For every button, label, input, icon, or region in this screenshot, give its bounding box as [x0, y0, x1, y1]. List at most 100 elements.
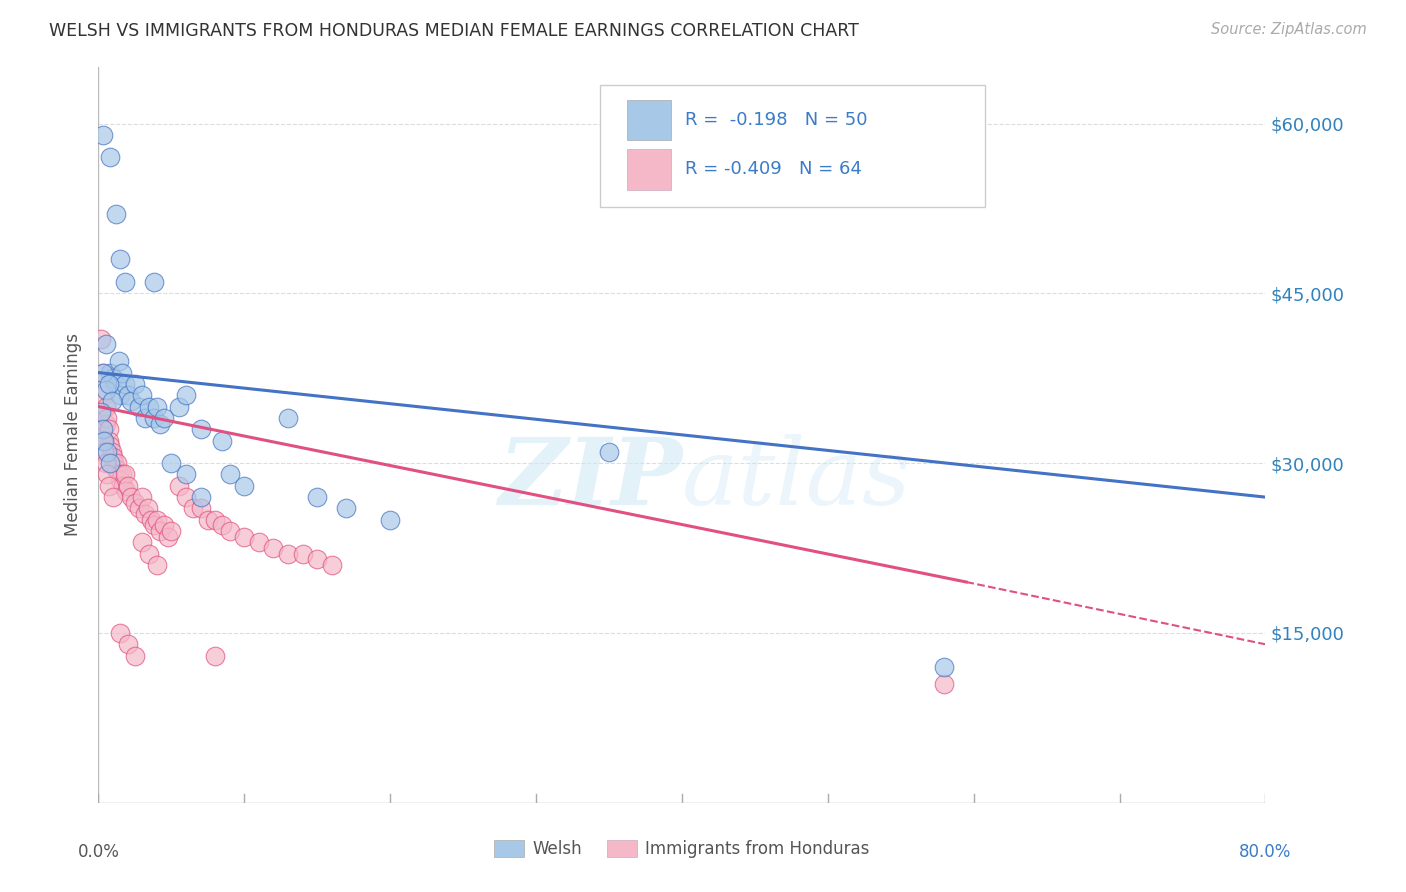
Point	[97, 376, 120, 391]
Text: 0.0%: 0.0%	[77, 843, 120, 862]
Point	[114, 275, 136, 289]
Point	[233, 530, 256, 544]
Point	[111, 467, 134, 482]
Point	[96, 445, 118, 459]
Point	[167, 400, 190, 414]
Point	[167, 479, 190, 493]
Bar	[627, 149, 672, 190]
Point	[149, 524, 172, 538]
Point	[110, 473, 132, 487]
Legend: Welsh, Immigrants from Honduras: Welsh, Immigrants from Honduras	[488, 833, 876, 864]
Point	[190, 490, 212, 504]
Point	[98, 456, 121, 470]
Point	[117, 637, 139, 651]
Text: Source: ZipAtlas.com: Source: ZipAtlas.com	[1211, 22, 1367, 37]
Point	[91, 366, 114, 380]
Point	[103, 456, 125, 470]
Point	[128, 501, 150, 516]
Point	[100, 445, 122, 459]
Point	[142, 518, 165, 533]
Point	[101, 490, 124, 504]
Point	[131, 535, 153, 549]
Point	[146, 513, 169, 527]
Point	[277, 410, 299, 425]
Point	[204, 513, 226, 527]
Point	[142, 275, 165, 289]
Point	[104, 376, 127, 391]
Point	[190, 501, 212, 516]
Point	[91, 128, 114, 142]
Point	[149, 417, 172, 431]
Point	[93, 388, 115, 402]
Point	[197, 513, 219, 527]
Bar	[627, 100, 672, 140]
Text: 80.0%: 80.0%	[1239, 843, 1292, 862]
Point	[117, 388, 139, 402]
Point	[157, 530, 180, 544]
Point	[181, 501, 204, 516]
Text: atlas: atlas	[682, 434, 911, 524]
Point	[174, 388, 197, 402]
Point	[211, 434, 233, 448]
Point	[94, 400, 117, 414]
Point	[153, 410, 176, 425]
Point	[93, 445, 115, 459]
Point	[218, 524, 240, 538]
Point	[93, 434, 115, 448]
Point	[114, 376, 136, 391]
Point	[104, 462, 127, 476]
Point	[104, 207, 127, 221]
Point	[97, 422, 120, 436]
Point	[110, 626, 132, 640]
Point	[117, 479, 139, 493]
Point	[335, 501, 357, 516]
Point	[247, 535, 270, 549]
Point	[174, 490, 197, 504]
Text: ZIP: ZIP	[498, 434, 682, 524]
Point	[124, 376, 146, 391]
Point	[190, 422, 212, 436]
Point	[598, 445, 620, 459]
Point	[115, 484, 138, 499]
Point	[90, 405, 112, 419]
Point	[218, 467, 240, 482]
Point	[112, 479, 135, 493]
Point	[114, 467, 136, 482]
Point	[124, 648, 146, 663]
Point	[105, 456, 128, 470]
Point	[120, 393, 142, 408]
Point	[98, 366, 121, 380]
Point	[108, 467, 131, 482]
Point	[136, 501, 159, 516]
Point	[110, 388, 132, 402]
Point	[138, 547, 160, 561]
Text: WELSH VS IMMIGRANTS FROM HONDURAS MEDIAN FEMALE EARNINGS CORRELATION CHART: WELSH VS IMMIGRANTS FROM HONDURAS MEDIAN…	[49, 22, 859, 40]
Point	[134, 507, 156, 521]
Y-axis label: Median Female Earnings: Median Female Earnings	[65, 334, 83, 536]
Point	[94, 337, 117, 351]
Point	[90, 332, 112, 346]
Point	[120, 490, 142, 504]
Point	[160, 524, 183, 538]
Point	[134, 410, 156, 425]
Point	[142, 410, 165, 425]
Point	[934, 677, 956, 691]
Point	[100, 393, 122, 408]
Point	[321, 558, 343, 572]
Point	[96, 467, 118, 482]
Text: R = -0.409   N = 64: R = -0.409 N = 64	[685, 161, 862, 178]
Text: R =  -0.198   N = 50: R = -0.198 N = 50	[685, 111, 868, 128]
Point	[211, 518, 233, 533]
FancyBboxPatch shape	[600, 86, 986, 207]
Point	[380, 513, 402, 527]
Point	[307, 552, 329, 566]
Point	[204, 648, 226, 663]
Point	[96, 410, 118, 425]
Point	[233, 479, 256, 493]
Point	[110, 252, 132, 267]
Point	[111, 366, 134, 380]
Point	[131, 388, 153, 402]
Point	[291, 547, 314, 561]
Point	[146, 558, 169, 572]
Point	[94, 383, 117, 397]
